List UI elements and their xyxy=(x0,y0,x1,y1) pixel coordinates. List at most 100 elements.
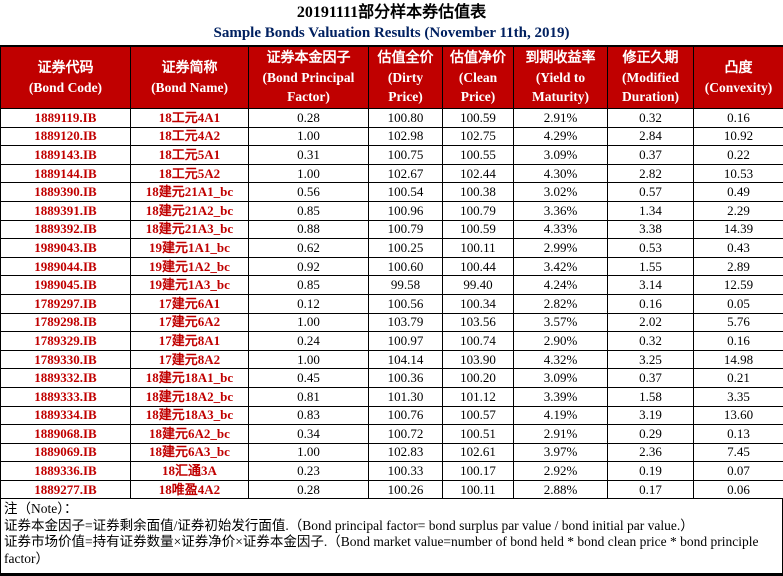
bond-name-cell: 17建元6A2 xyxy=(130,312,249,333)
principal-factor-cell: 0.85 xyxy=(248,275,369,295)
column-header-zh: 估值净价 xyxy=(450,51,506,66)
dirty-price-cell: 100.76 xyxy=(368,405,443,426)
bond-name-cell: 18建元21A3_bc xyxy=(130,219,249,240)
column-header-zh: 估值全价 xyxy=(377,51,434,66)
bond-table-body: 1889119.IB 18工元4A1 0.28 100.80 100.59 2.… xyxy=(0,108,783,500)
table-row: 1889333.IB 18建元18A2_bc 0.81 101.30 101.1… xyxy=(0,386,783,407)
principal-factor-cell: 0.23 xyxy=(248,461,369,481)
convexity-cell: 0.16 xyxy=(693,108,783,128)
bond-code-cell: 1789297.IB xyxy=(0,293,131,314)
bond-code-cell: 1789329.IB xyxy=(0,331,131,351)
table-row: 1789298.IB 17建元6A2 1.00 103.79 103.56 3.… xyxy=(0,312,783,333)
yield-to-maturity-cell: 4.29% xyxy=(513,126,608,147)
bond-code-cell: 1989045.IB xyxy=(0,275,131,295)
modified-duration-cell: 0.37 xyxy=(607,368,694,388)
note-heading: 注（Note）： xyxy=(4,501,78,517)
table-row: 1889144.IB 18工元5A2 1.00 102.67 102.44 4.… xyxy=(0,163,783,184)
bond-code-cell: 1889332.IB xyxy=(0,368,131,388)
dirty-price-cell: 102.98 xyxy=(368,126,443,147)
principal-factor-cell: 0.24 xyxy=(248,331,369,351)
dirty-price-cell: 100.97 xyxy=(368,331,443,351)
bond-code-cell: 1889120.IB xyxy=(0,126,131,147)
table-row: 1989044.IB 19建元1A2_bc 0.92 100.60 100.44… xyxy=(0,256,783,277)
column-header-en: (Yield to Maturity) xyxy=(532,70,589,104)
yield-to-maturity-cell: 3.36% xyxy=(513,200,608,221)
dirty-price-cell: 100.80 xyxy=(368,108,443,128)
yield-to-maturity-cell: 3.39% xyxy=(513,386,608,407)
clean-price-cell: 100.51 xyxy=(442,424,514,444)
bond-code-cell: 1889119.IB xyxy=(0,108,131,128)
modified-duration-cell: 0.37 xyxy=(607,145,694,165)
note-line-principal-factor: 证券本金因子=证券剩余面值/证券初始发行面值.（Bond principal f… xyxy=(4,517,694,533)
yield-to-maturity-cell: 4.33% xyxy=(513,219,608,240)
column-header-modified-duration: 修正久期 (Modified Duration) xyxy=(607,45,694,109)
yield-to-maturity-cell: 3.57% xyxy=(513,312,608,333)
bond-name-cell: 18唯盈4A2 xyxy=(130,479,249,500)
yield-to-maturity-cell: 3.42% xyxy=(513,256,608,277)
clean-price-cell: 100.11 xyxy=(442,479,514,500)
principal-factor-cell: 0.83 xyxy=(248,405,369,426)
convexity-cell: 13.60 xyxy=(693,405,783,426)
principal-factor-cell: 1.00 xyxy=(248,349,369,370)
convexity-cell: 14.98 xyxy=(693,349,783,370)
column-header-principal-factor: 证券本金因子 (Bond Principal Factor) xyxy=(248,45,369,109)
yield-to-maturity-cell: 2.91% xyxy=(513,108,608,128)
principal-factor-cell: 0.28 xyxy=(248,479,369,500)
table-row: 1889392.IB 18建元21A3_bc 0.88 100.79 100.5… xyxy=(0,219,783,240)
principal-factor-cell: 1.00 xyxy=(248,442,369,463)
table-row: 1889390.IB 18建元21A1_bc 0.56 100.54 100.3… xyxy=(0,182,783,202)
modified-duration-cell: 3.19 xyxy=(607,405,694,426)
principal-factor-cell: 0.85 xyxy=(248,200,369,221)
clean-price-cell: 100.57 xyxy=(442,405,514,426)
table-row: 1889119.IB 18工元4A1 0.28 100.80 100.59 2.… xyxy=(0,108,783,128)
column-header-en: (Modified Duration) xyxy=(622,70,679,104)
yield-to-maturity-cell: 2.82% xyxy=(513,293,608,314)
bond-code-cell: 1889143.IB xyxy=(0,145,131,165)
yield-to-maturity-cell: 4.32% xyxy=(513,349,608,370)
bond-name-cell: 19建元1A1_bc xyxy=(130,238,249,258)
note-section: 注（Note）： 证券本金因子=证券剩余面值/证券初始发行面值.（Bond pr… xyxy=(0,499,783,576)
modified-duration-cell: 3.38 xyxy=(607,219,694,240)
convexity-cell: 0.13 xyxy=(693,424,783,444)
table-row: 1989045.IB 19建元1A3_bc 0.85 99.58 99.40 4… xyxy=(0,275,783,295)
bond-code-cell: 1889069.IB xyxy=(0,442,131,463)
column-header-en: (Bond Principal Factor) xyxy=(262,70,355,104)
modified-duration-cell: 3.14 xyxy=(607,275,694,295)
convexity-cell: 10.53 xyxy=(693,163,783,184)
dirty-price-cell: 100.25 xyxy=(368,238,443,258)
clean-price-cell: 100.59 xyxy=(442,219,514,240)
column-header-en: (Dirty Price) xyxy=(387,70,424,104)
dirty-price-cell: 103.79 xyxy=(368,312,443,333)
yield-to-maturity-cell: 3.09% xyxy=(513,368,608,388)
yield-to-maturity-cell: 3.97% xyxy=(513,442,608,463)
column-header-zh: 证券本金因子 xyxy=(266,51,351,66)
column-header-dirty-price: 估值全价 (Dirty Price) xyxy=(368,45,443,109)
bond-name-cell: 17建元6A1 xyxy=(130,293,249,314)
modified-duration-cell: 1.55 xyxy=(607,256,694,277)
convexity-cell: 10.92 xyxy=(693,126,783,147)
dirty-price-cell: 104.14 xyxy=(368,349,443,370)
table-row: 1889143.IB 18工元5A1 0.31 100.75 100.55 3.… xyxy=(0,145,783,165)
bond-code-cell: 1789298.IB xyxy=(0,312,131,333)
yield-to-maturity-cell: 2.90% xyxy=(513,331,608,351)
bond-name-cell: 18建元21A2_bc xyxy=(130,200,249,221)
column-header-zh: 修正久期 xyxy=(622,51,679,66)
convexity-cell: 12.59 xyxy=(693,275,783,295)
bond-code-cell: 1889144.IB xyxy=(0,163,131,184)
column-header-bond-name: 证券简称 (Bond Name) xyxy=(130,45,249,109)
clean-price-cell: 100.38 xyxy=(442,182,514,202)
modified-duration-cell: 1.58 xyxy=(607,386,694,407)
dirty-price-cell: 100.36 xyxy=(368,368,443,388)
clean-price-cell: 102.61 xyxy=(442,442,514,463)
principal-factor-cell: 1.00 xyxy=(248,126,369,147)
column-header-zh: 证券代码 xyxy=(37,60,94,76)
bond-name-cell: 18工元5A2 xyxy=(130,163,249,184)
clean-price-cell: 100.34 xyxy=(442,293,514,314)
table-row: 1889332.IB 18建元18A1_bc 0.45 100.36 100.2… xyxy=(0,368,783,388)
dirty-price-cell: 100.79 xyxy=(368,219,443,240)
bond-name-cell: 18工元4A1 xyxy=(130,108,249,128)
column-header-zh: 凸度 xyxy=(724,60,753,76)
column-header-en: (Bond Code) xyxy=(28,79,103,95)
modified-duration-cell: 0.32 xyxy=(607,108,694,128)
modified-duration-cell: 0.17 xyxy=(607,479,694,500)
